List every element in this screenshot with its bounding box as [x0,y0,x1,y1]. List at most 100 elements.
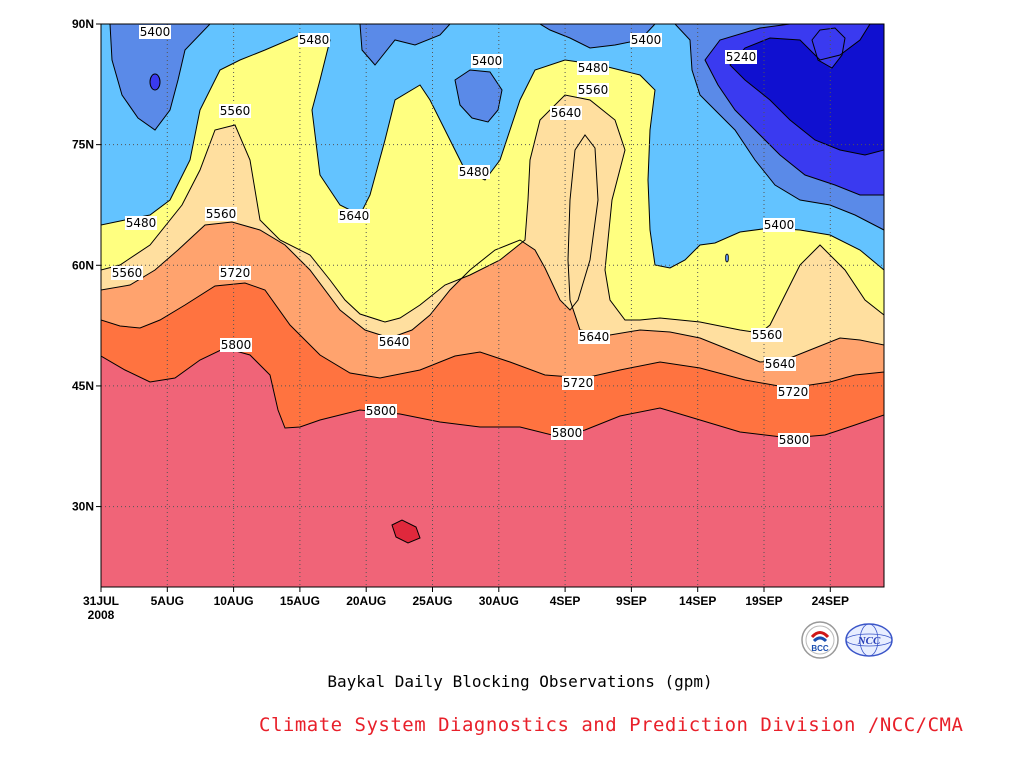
contour-line-5 [101,24,884,271]
x-tick-label-0-year: 2008 [88,608,115,622]
svg-text:5640: 5640 [379,335,410,349]
contour-lines [101,24,884,544]
contour-line-4 [101,24,884,334]
contour-line-12 [729,24,884,156]
contour-label-5480: 5480 [577,61,609,75]
y-tick-label-0: 30N [72,500,94,514]
band-below-5240 [730,24,884,155]
x-tick-label-7: 4SEP [550,594,581,608]
contour-line-9 [454,69,503,123]
svg-text:5640: 5640 [339,209,370,223]
contour-label-5640: 5640 [550,106,582,120]
contour-line-8 [539,24,656,49]
svg-text:5720: 5720 [778,385,809,399]
band-5320-5400-pocket [455,70,502,122]
contour-label-5400: 5400 [763,218,795,232]
contour-label-5400: 5400 [139,25,171,39]
svg-text:5640: 5640 [551,106,582,120]
x-tick-label-10: 19SEP [745,594,782,608]
svg-text:5800: 5800 [779,433,810,447]
svg-text:5800: 5800 [552,426,583,440]
svg-text:5720: 5720 [563,376,594,390]
contour-label-5560: 5560 [751,328,783,342]
contour-label-5640: 5640 [378,335,410,349]
svg-text:5400: 5400 [472,54,503,68]
x-tick-label-5: 25AUG [412,594,452,608]
band-5320-5400-north-b [540,24,655,48]
svg-text:5400: 5400 [764,218,795,232]
svg-text:5480: 5480 [126,216,157,230]
contour-pocket-west [149,73,161,91]
contour-label-5800: 5800 [551,426,583,440]
x-tick-label-11: 24SEP [812,594,849,608]
contour-label-5240: 5240 [725,50,757,64]
contour-line-10 [109,24,211,131]
contour-label-5800: 5800 [778,433,810,447]
svg-text:5640: 5640 [579,330,610,344]
svg-text:5560: 5560 [752,328,783,342]
contour-label-5720: 5720 [219,266,251,280]
bcc-logo-text: BCC [811,644,829,653]
contour-label-5480: 5480 [298,33,330,47]
contour-dot [725,253,729,263]
svg-text:5800: 5800 [221,338,252,352]
contour-label-5400: 5400 [471,54,503,68]
contour-label-5400: 5400 [630,33,662,47]
x-tick-label-0: 31JUL [83,594,119,608]
y-tick-label-3: 75N [72,138,94,152]
contour-label-5480: 5480 [458,165,490,179]
contour-line-14 [391,519,421,544]
svg-text:5240: 5240 [726,50,757,64]
svg-text:5560: 5560 [112,266,143,280]
chart-title: Baykal Daily Blocking Observations (gpm) [327,672,713,691]
svg-text:5400: 5400 [140,25,171,39]
svg-text:5720: 5720 [220,266,251,280]
y-tick-label-1: 45N [72,379,94,393]
svg-text:5480: 5480 [459,165,490,179]
svg-text:5560: 5560 [578,83,609,97]
credit-text: Climate System Diagnostics and Predictio… [259,714,964,736]
contour-label-5560: 5560 [219,104,251,118]
ncc-logo-text: NCC [857,635,881,647]
contour-label-5640: 5640 [764,357,796,371]
contour-label-5800: 5800 [365,404,397,418]
x-tick-label-8: 9SEP [616,594,647,608]
x-tick-label-2: 10AUG [214,594,254,608]
band-5400-5480 [101,24,884,270]
band-5320-5400-north-a [360,24,450,65]
band-5240-5320-pocket [812,28,845,68]
y-tick-label-2: 60N [72,258,94,272]
contour-label-5560: 5560 [111,266,143,280]
svg-text:5480: 5480 [299,33,330,47]
contour-line-13 [811,27,846,69]
contour-labels: 5400 5480 5400 5400 5480 5560 5240 5560 5640 5480… [111,25,810,447]
contour-label-5640: 5640 [338,209,370,223]
contour-label-5720: 5720 [562,376,594,390]
svg-text:5400: 5400 [631,33,662,47]
svg-text:5560: 5560 [220,104,251,118]
x-tick-label-9: 14SEP [679,594,716,608]
bcc-logo: BCC [801,621,839,659]
contour-line-7 [359,24,451,66]
x-tick-label-4: 20AUG [346,594,386,608]
contour-label-5720: 5720 [777,385,809,399]
plot-frame [100,23,885,588]
ncc-logo: NCC [845,623,893,657]
contour-label-5800: 5800 [220,338,252,352]
band-5320-5400-west [110,24,210,130]
contour-line-3 [101,24,884,363]
x-tick-label-6: 30AUG [479,594,519,608]
contour-label-5560: 5560 [205,207,237,221]
contour-line-11 [704,24,884,196]
y-tick-label-4: 90N [72,17,94,31]
contour-label-5560: 5560 [577,83,609,97]
contour-fills [101,24,884,587]
svg-text:5560: 5560 [206,207,237,221]
x-tick-label-1: 5AUG [151,594,184,608]
contour-label-5640: 5640 [578,330,610,344]
grid-lines [101,24,884,587]
svg-text:5800: 5800 [366,404,397,418]
svg-text:5480: 5480 [578,61,609,75]
